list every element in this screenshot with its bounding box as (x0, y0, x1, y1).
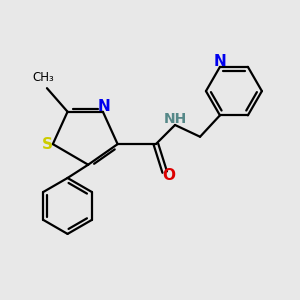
Text: N: N (214, 54, 226, 69)
Text: S: S (42, 136, 53, 152)
Text: NH: NH (164, 112, 187, 126)
Text: N: N (98, 99, 111, 114)
Text: O: O (162, 168, 175, 183)
Text: CH₃: CH₃ (32, 71, 54, 84)
